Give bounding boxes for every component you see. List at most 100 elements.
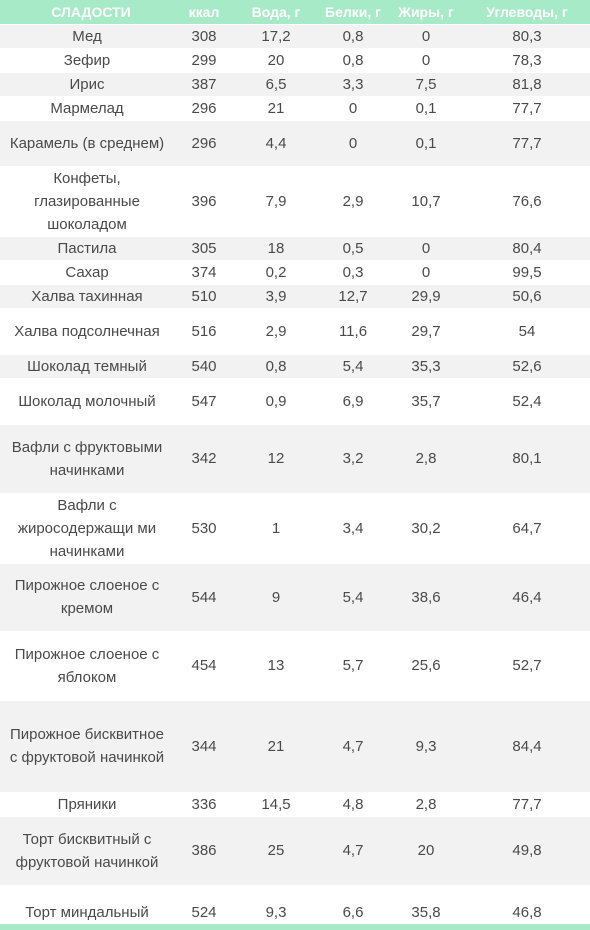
cell-carbs: 81,8 (464, 72, 590, 97)
table-row: Мед 308 17,2 0,8 0 80,3 (0, 24, 590, 49)
cell-kcal: 296 (174, 120, 234, 167)
cell-kcal: 530 (174, 493, 234, 564)
cell-fat: 10,7 (388, 166, 464, 237)
cell-kcal: 308 (174, 24, 234, 49)
cell-carbs: 50,6 (464, 284, 590, 309)
cell-water: 20 (234, 48, 318, 73)
table-header: СЛАДОСТИ ккал Вода, г Белки, г Жиры, г У… (0, 0, 590, 25)
cell-carbs: 46,8 (464, 885, 590, 930)
cell-fat: 29,9 (388, 284, 464, 309)
cell-carbs: 76,6 (464, 166, 590, 237)
cell-water: 14,5 (234, 792, 318, 817)
cell-kcal: 540 (174, 354, 234, 379)
cell-water: 0,9 (234, 378, 318, 425)
cell-water: 6,5 (234, 72, 318, 97)
cell-protein: 0,3 (318, 260, 388, 285)
table-row: Сахар 374 0,2 0,3 0 99,5 (0, 260, 590, 285)
cell-protein: 3,2 (318, 424, 388, 494)
cell-water: 0,2 (234, 260, 318, 285)
cell-protein: 4,7 (318, 816, 388, 886)
cell-kcal: 510 (174, 284, 234, 309)
cell-carbs: 80,1 (464, 424, 590, 494)
cell-fat: 0 (388, 24, 464, 49)
cell-kcal: 454 (174, 631, 234, 701)
cell-water: 13 (234, 631, 318, 701)
table-row: Шоколад темный 540 0,8 5,4 35,3 52,6 (0, 354, 590, 379)
table-row: Халва подсолнечная 516 2,9 11,6 29,7 54 (0, 308, 590, 355)
table-row: Шоколад молочный 547 0,9 6,9 35,7 52,4 (0, 378, 590, 425)
table-row: Ирис 387 6,5 3,3 7,5 81,8 (0, 72, 590, 97)
table-body: Мед 308 17,2 0,8 0 80,3 Зефир 299 20 0,8… (0, 24, 590, 930)
cell-protein: 5,4 (318, 354, 388, 379)
cell-kcal: 374 (174, 260, 234, 285)
cell-kcal: 544 (174, 563, 234, 632)
cell-protein: 3,3 (318, 72, 388, 97)
table-row: Вафли с фруктовыми начинками 342 12 3,2 … (0, 424, 590, 494)
cell-kcal: 342 (174, 424, 234, 494)
header-name: СЛАДОСТИ (0, 0, 174, 25)
cell-fat: 0 (388, 260, 464, 285)
table-row: Пряники 336 14,5 4,8 2,8 77,7 (0, 792, 590, 817)
cell-name: Конфеты, глазированные шоколадом (0, 166, 174, 237)
cell-water: 17,2 (234, 24, 318, 49)
cell-protein: 5,4 (318, 563, 388, 632)
cell-water: 7,9 (234, 166, 318, 237)
header-kcal: ккал (174, 0, 234, 25)
table-row: Вафли с жиросодержащи ми начинками 530 1… (0, 493, 590, 564)
cell-fat: 35,3 (388, 354, 464, 379)
cell-water: 12 (234, 424, 318, 494)
cell-water: 21 (234, 96, 318, 121)
cell-protein: 6,9 (318, 378, 388, 425)
cell-carbs: 80,4 (464, 236, 590, 261)
cell-kcal: 396 (174, 166, 234, 237)
table-row: Торт бисквитный с фруктовой начинкой 386… (0, 816, 590, 886)
cell-name: Вафли с жиросодержащи ми начинками (0, 493, 174, 564)
cell-fat: 9,3 (388, 700, 464, 793)
cell-protein: 6,6 (318, 885, 388, 930)
cell-name: Пирожное слоеное с кремом (0, 563, 174, 632)
header-carbs: Углеводы, г (464, 0, 590, 25)
table-row: Пирожное слоеное с кремом 544 9 5,4 38,6… (0, 563, 590, 632)
table-row: Пастила 305 18 0,5 0 80,4 (0, 236, 590, 261)
cell-kcal: 516 (174, 308, 234, 355)
cell-carbs: 49,8 (464, 816, 590, 886)
cell-water: 1 (234, 493, 318, 564)
cell-fat: 35,8 (388, 885, 464, 930)
cell-fat: 0,1 (388, 96, 464, 121)
cell-name: Пирожное слоеное с яблоком (0, 631, 174, 701)
cell-fat: 0 (388, 236, 464, 261)
cell-name: Халва подсолнечная (0, 308, 174, 355)
cell-fat: 25,6 (388, 631, 464, 701)
cell-kcal: 524 (174, 885, 234, 930)
cell-protein: 5,7 (318, 631, 388, 701)
cell-protein: 0,5 (318, 236, 388, 261)
cell-name: Торт миндальный (0, 885, 174, 930)
cell-fat: 35,7 (388, 378, 464, 425)
cell-carbs: 64,7 (464, 493, 590, 564)
cell-name: Торт бисквитный с фруктовой начинкой (0, 816, 174, 886)
cell-fat: 0 (388, 48, 464, 73)
cell-name: Ирис (0, 72, 174, 97)
cell-protein: 11,6 (318, 308, 388, 355)
cell-protein: 3,4 (318, 493, 388, 564)
cell-name: Сахар (0, 260, 174, 285)
cell-name: Вафли с фруктовыми начинками (0, 424, 174, 494)
cell-kcal: 344 (174, 700, 234, 793)
cell-name: Шоколад молочный (0, 378, 174, 425)
cell-name: Пряники (0, 792, 174, 817)
cell-water: 9 (234, 563, 318, 632)
cell-protein: 12,7 (318, 284, 388, 309)
cell-carbs: 52,6 (464, 354, 590, 379)
cell-protein: 4,8 (318, 792, 388, 817)
cell-protein: 2,9 (318, 166, 388, 237)
cell-water: 21 (234, 700, 318, 793)
cell-fat: 38,6 (388, 563, 464, 632)
header-fat: Жиры, г (388, 0, 464, 25)
cell-name: Шоколад темный (0, 354, 174, 379)
cell-kcal: 336 (174, 792, 234, 817)
cell-carbs: 77,7 (464, 96, 590, 121)
cell-carbs: 80,3 (464, 24, 590, 49)
cell-name: Мед (0, 24, 174, 49)
cell-fat: 29,7 (388, 308, 464, 355)
